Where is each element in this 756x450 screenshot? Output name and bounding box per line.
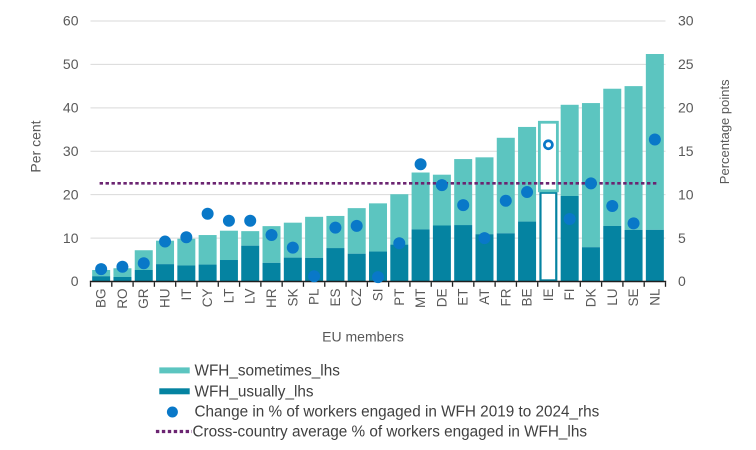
svg-text:60: 60: [63, 13, 79, 29]
svg-text:20: 20: [63, 186, 79, 202]
svg-text:SK: SK: [285, 289, 300, 307]
svg-text:30: 30: [678, 13, 694, 29]
svg-text:LV: LV: [243, 289, 258, 305]
svg-text:PL: PL: [307, 288, 322, 305]
svg-text:Cross-country average % of wor: Cross-country average % of workers engag…: [193, 423, 588, 440]
svg-text:ET: ET: [456, 289, 471, 306]
svg-text:LT: LT: [221, 289, 236, 304]
svg-text:Change in % of workers engaged: Change in % of workers engaged in WFH 20…: [195, 403, 600, 420]
svg-text:ES: ES: [328, 289, 343, 307]
svg-text:Percentage points: Percentage points: [717, 79, 732, 184]
svg-text:WFH_usually_lhs: WFH_usually_lhs: [195, 384, 314, 401]
svg-text:WFH_sometimes_lhs: WFH_sometimes_lhs: [195, 362, 341, 379]
svg-text:30: 30: [63, 143, 79, 159]
svg-text:50: 50: [63, 56, 79, 72]
svg-text:HR: HR: [264, 288, 279, 308]
svg-text:HU: HU: [158, 289, 173, 309]
svg-text:BG: BG: [94, 289, 109, 309]
svg-text:Per cent: Per cent: [28, 120, 44, 172]
svg-text:FI: FI: [562, 289, 577, 301]
svg-text:IE: IE: [541, 289, 556, 302]
svg-text:0: 0: [71, 273, 79, 289]
svg-text:NL: NL: [647, 288, 662, 306]
svg-text:MT: MT: [413, 289, 428, 309]
svg-text:10: 10: [678, 186, 694, 202]
svg-text:CZ: CZ: [349, 289, 364, 307]
svg-text:EU members: EU members: [322, 329, 404, 345]
svg-text:15: 15: [678, 143, 694, 159]
svg-text:SI: SI: [371, 289, 386, 302]
svg-text:RO: RO: [115, 289, 130, 309]
svg-text:40: 40: [63, 100, 79, 116]
svg-text:IT: IT: [179, 289, 194, 301]
svg-text:DK: DK: [583, 289, 598, 308]
svg-text:SE: SE: [626, 289, 641, 307]
svg-text:GR: GR: [136, 288, 151, 309]
svg-text:AT: AT: [477, 289, 492, 305]
svg-text:0: 0: [678, 273, 686, 289]
svg-text:BE: BE: [520, 289, 535, 307]
svg-text:CY: CY: [200, 289, 215, 308]
svg-text:5: 5: [678, 230, 686, 246]
svg-text:PT: PT: [392, 289, 407, 306]
svg-text:FR: FR: [498, 288, 513, 306]
svg-text:DE: DE: [434, 289, 449, 308]
svg-text:20: 20: [678, 100, 694, 116]
svg-text:LU: LU: [605, 289, 620, 306]
svg-text:25: 25: [678, 56, 694, 72]
svg-text:10: 10: [63, 230, 79, 246]
